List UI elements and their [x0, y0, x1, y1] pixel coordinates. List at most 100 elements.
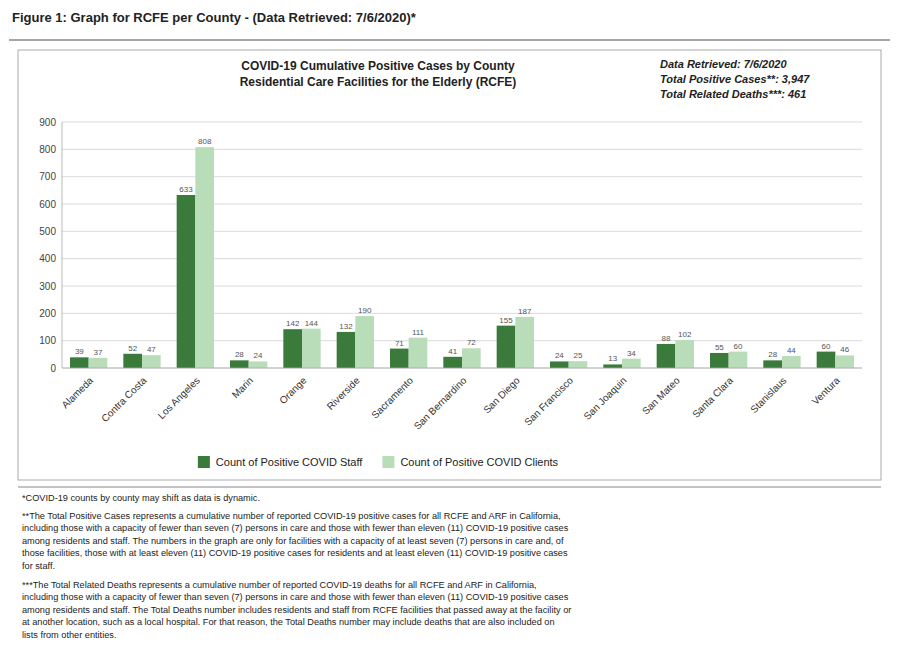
data-label: 39: [75, 347, 84, 356]
figure-title: Figure 1: Graph for RCFE per County - (D…: [12, 10, 417, 25]
info-text: Total Related Deaths***: 461: [660, 88, 806, 100]
footnote-line: **The Total Positive Cases represents a …: [22, 511, 561, 521]
footnote-line: ***The Total Related Deaths represents a…: [22, 580, 537, 590]
bars: [70, 147, 854, 368]
data-label: 47: [147, 345, 156, 354]
bar: [603, 364, 622, 368]
bar: [782, 356, 801, 368]
data-label: 155: [499, 316, 513, 325]
bar: [622, 359, 641, 368]
data-label: 142: [286, 319, 300, 328]
x-tick-label: Riverside: [325, 374, 363, 412]
chart-border: [18, 50, 881, 480]
data-label: 44: [787, 346, 796, 355]
info-text: Data Retrieved: 7/6/2020: [660, 58, 787, 70]
footnote-line: those facilities, those with at least el…: [22, 548, 568, 558]
data-label: 187: [518, 307, 532, 316]
data-label: 72: [467, 338, 476, 347]
x-tick-label: Sacramento: [369, 374, 415, 420]
data-label: 24: [254, 351, 263, 360]
y-tick-label: 100: [39, 335, 56, 346]
y-axis-line: [62, 122, 63, 368]
data-label: 46: [840, 345, 849, 354]
bar: [657, 344, 676, 368]
y-tick-label: 300: [39, 281, 56, 292]
data-label: 132: [339, 322, 353, 331]
footnote-rule: [18, 486, 881, 487]
bar: [729, 352, 748, 368]
data-label: 88: [662, 334, 671, 343]
bar: [675, 340, 694, 368]
data-label: 633: [179, 185, 193, 194]
data-label: 13: [608, 354, 617, 363]
data-label: 190: [358, 306, 372, 315]
y-tick-label: 400: [39, 253, 56, 264]
data-label: 808: [198, 137, 212, 146]
data-labels: 3952633281421327141155241388552860374780…: [75, 137, 850, 363]
y-tick-label: 200: [39, 308, 56, 319]
chart-title: COVID-19 Cumulative Positive Cases by Co…: [241, 59, 515, 73]
bar: [497, 326, 516, 368]
legend-swatch: [198, 456, 210, 468]
bar: [569, 361, 588, 368]
y-tick-label: 700: [39, 171, 56, 182]
bar: [763, 360, 782, 368]
bar: [283, 329, 302, 368]
y-tick-label: 900: [39, 117, 56, 128]
x-tick-label: San Diego: [481, 374, 522, 415]
x-tick-label: Orange: [277, 374, 309, 406]
grid-line: [62, 176, 862, 177]
bar: [142, 355, 161, 368]
bar: [177, 195, 196, 368]
bar: [710, 353, 729, 368]
x-tick-label: Santa Clara: [690, 374, 735, 419]
footnote: *COVID-19 counts by county may shift as …: [22, 493, 260, 503]
bar: [515, 317, 534, 368]
data-label: 25: [574, 351, 583, 360]
bar: [195, 147, 214, 368]
x-tick-label: Marin: [230, 375, 255, 400]
grid-line: [62, 368, 862, 369]
data-label: 52: [128, 344, 137, 353]
grid-line: [62, 149, 862, 150]
x-tick-label: Alameda: [59, 374, 95, 410]
legend: Count of Positive COVID StaffCount of Po…: [198, 456, 559, 468]
x-tick-label: San Mateo: [640, 374, 682, 416]
bar: [355, 316, 374, 368]
x-axis-line: [62, 368, 862, 369]
footnote-line: among residents and staff. The numbers i…: [22, 536, 564, 546]
footnote-line: including those with a capacity of fewer…: [22, 592, 569, 602]
data-label: 60: [734, 342, 743, 351]
bar: [443, 357, 462, 368]
data-label: 28: [235, 350, 244, 359]
data-label: 71: [395, 339, 404, 348]
chart-title: Residential Care Facilities for the Elde…: [240, 75, 517, 89]
data-label: 111: [412, 328, 425, 337]
bar: [390, 349, 409, 368]
x-tick-label: Los Angeles: [156, 375, 202, 421]
data-label: 24: [555, 351, 564, 360]
legend-swatch: [382, 456, 394, 468]
bar: [302, 329, 321, 368]
footnote-line: *COVID-19 counts by county may shift as …: [22, 493, 260, 503]
bar: [230, 360, 249, 368]
footnote-line: for staff.: [22, 561, 55, 571]
data-label: 34: [627, 349, 636, 358]
y-tick-label: 800: [39, 144, 56, 155]
footnote-line: among residents and staff. The Total Dea…: [22, 605, 571, 615]
data-label: 37: [94, 348, 103, 357]
y-tick-label: 500: [39, 226, 56, 237]
bar: [462, 348, 481, 368]
data-label: 41: [448, 347, 457, 356]
x-tick-label: San Bernardino: [412, 374, 469, 431]
y-tick-label: 0: [50, 363, 56, 374]
title-rule: [9, 39, 890, 41]
footnote: ***The Total Related Deaths represents a…: [22, 580, 571, 640]
legend-label: Count of Positive COVID Staff: [216, 456, 363, 468]
bar: [409, 338, 428, 368]
bar: [550, 361, 569, 368]
bar: [835, 355, 854, 368]
x-tick-label: Ventura: [810, 374, 842, 406]
bar: [123, 354, 142, 368]
data-label: 60: [822, 342, 831, 351]
